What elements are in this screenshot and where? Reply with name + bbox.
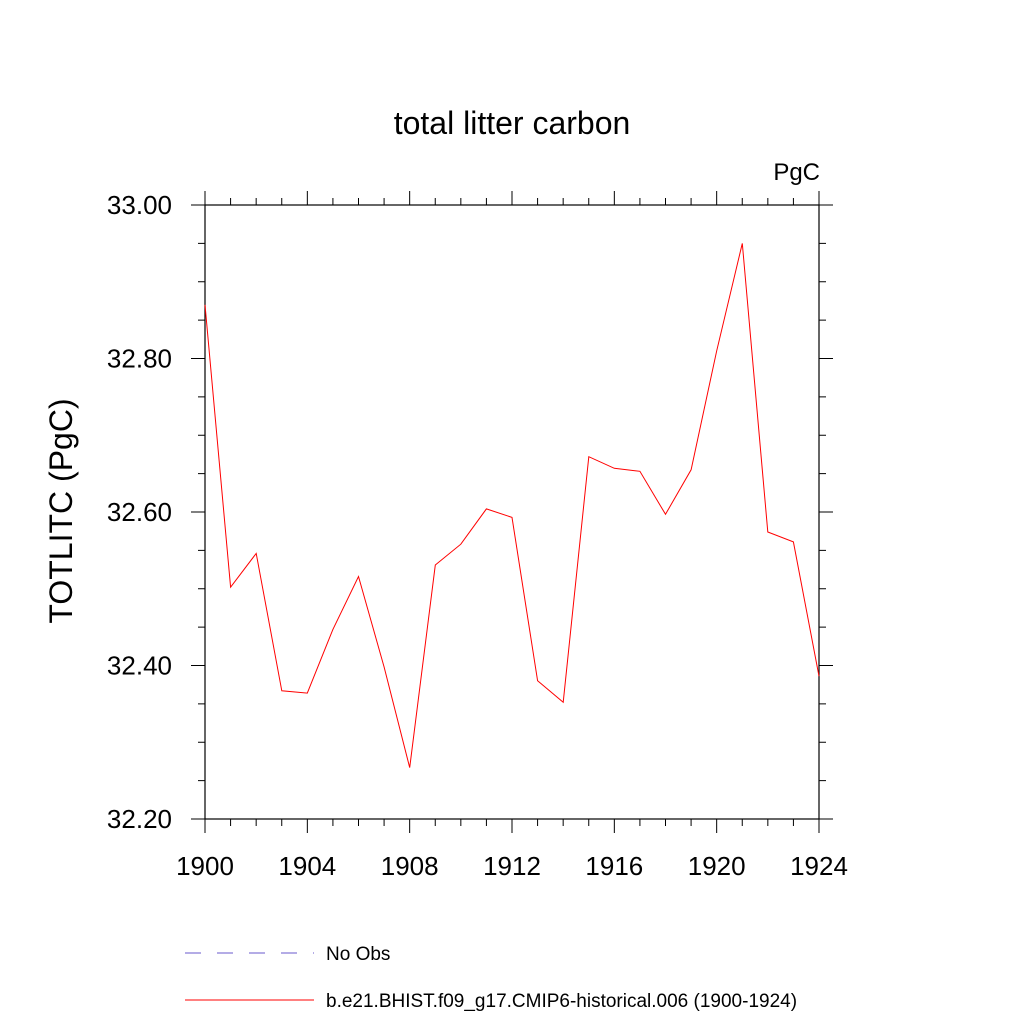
- x-tick-label: 1912: [483, 851, 541, 881]
- units-label: PgC: [773, 159, 820, 186]
- series-lines: [204, 243, 820, 768]
- y-tick-label: 32.20: [107, 804, 172, 834]
- y-tick-label: 32.60: [107, 497, 172, 527]
- y-tick-label: 32.40: [107, 651, 172, 681]
- axis-ticks: [191, 191, 833, 833]
- x-tick-label: 1920: [688, 851, 746, 881]
- x-tick-label: 1900: [176, 851, 234, 881]
- x-tick-label: 1916: [585, 851, 643, 881]
- y-tick-label: 32.80: [107, 344, 172, 374]
- chart-title: total litter carbon: [394, 105, 631, 141]
- legend-label: No Obs: [326, 944, 390, 965]
- x-tick-label: 1908: [381, 851, 439, 881]
- plot-frame: [204, 204, 820, 820]
- y-tick-labels: 32.20 32.40 32.60 32.80 33.00: [107, 190, 172, 834]
- legend-label: b.e21.BHIST.f09_g17.CMIP6-historical.006…: [326, 991, 797, 1012]
- series-line: [204, 243, 820, 768]
- y-axis-label: TOTLITC (PgC): [43, 398, 79, 623]
- x-tick-label: 1904: [278, 851, 336, 881]
- y-tick-label: 33.00: [107, 190, 172, 220]
- legend: No Obs b.e21.BHIST.f09_g17.CMIP6-historic…: [185, 944, 797, 1012]
- x-tick-label: 1924: [790, 851, 848, 881]
- x-tick-labels: 1900 1904 1908 1912 1916 1920 1924: [176, 851, 848, 881]
